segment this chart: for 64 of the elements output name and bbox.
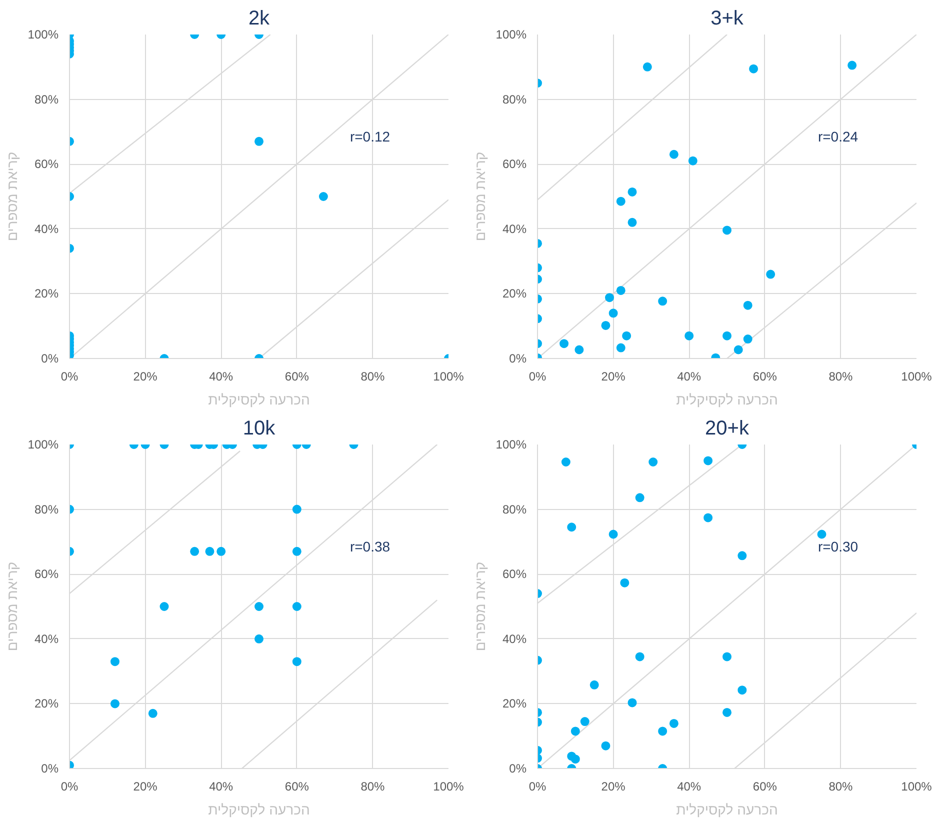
x-tick-label: 40% [677,780,702,794]
x-tick-label: 40% [677,370,702,384]
y-tick-label: 80% [34,92,59,106]
y-tick-label: 80% [502,502,527,516]
annotation: r=0.38 [350,538,390,555]
x-tick-label: 100% [433,780,464,794]
y-tick-label: 100% [28,28,59,42]
x-tick-label: 80% [828,780,854,794]
x-tick-label: 100% [901,780,932,794]
x-tick-label: 0% [60,370,78,384]
y-tick-label: 60% [34,157,59,172]
y-tick-label: 100% [496,28,527,42]
chart-title: 10k [242,418,276,440]
x-tick-label: 20% [601,780,626,794]
x-axis-title: הכרעה לקסיקלית [676,392,778,408]
y-tick-label: 80% [34,502,59,516]
x-tick-label: 100% [901,370,932,384]
y-tick-label: 80% [502,92,527,106]
y-tick-label: 40% [502,222,527,236]
x-tick-label: 20% [601,370,626,384]
chart-title: 20+k [705,418,750,440]
y-tick-label: 40% [502,632,527,646]
x-tick-label: 80% [360,370,386,384]
y-tick-label: 60% [34,567,59,582]
y-tick-label: 20% [502,696,527,711]
y-tick-label: 0% [41,762,59,776]
y-tick-label: 20% [34,696,59,711]
x-axis-title: הכרעה לקסיקלית [208,802,310,818]
y-axis-title: קריאת מספרים [4,152,20,242]
x-tick-label: 20% [133,780,158,794]
x-axis-title: הכרעה לקסיקלית [208,392,310,408]
x-tick-label: 80% [360,780,386,794]
annotation: r=0.24 [818,128,858,145]
x-tick-label: 60% [284,370,310,384]
annotation: r=0.30 [818,538,858,555]
y-tick-label: 40% [34,222,59,236]
chart-title: 3+k [710,8,744,30]
y-axis-title: קריאת מספרים [472,152,488,242]
x-tick-label: 80% [828,370,854,384]
x-tick-label: 20% [133,370,158,384]
y-tick-label: 0% [509,762,527,776]
y-tick-label: 60% [502,567,527,582]
x-tick-label: 0% [60,780,78,794]
annotation: r=0.12 [350,128,390,145]
y-tick-label: 100% [496,438,527,452]
x-tick-label: 0% [528,370,546,384]
y-tick-label: 100% [28,438,59,452]
x-tick-label: 40% [209,370,234,384]
y-tick-label: 60% [502,157,527,172]
y-tick-label: 20% [502,286,527,301]
x-tick-label: 60% [752,780,778,794]
x-tick-label: 60% [284,780,310,794]
y-axis-title: קריאת מספרים [4,562,20,652]
x-tick-label: 100% [433,370,464,384]
x-tick-label: 40% [209,780,234,794]
x-tick-label: 60% [752,370,778,384]
x-axis-title: הכרעה לקסיקלית [676,802,778,818]
y-tick-label: 40% [34,632,59,646]
y-axis-title: קריאת מספרים [472,562,488,652]
y-tick-label: 20% [34,286,59,301]
x-tick-label: 0% [528,780,546,794]
chart-title: 2k [248,8,271,30]
y-tick-label: 0% [509,352,527,366]
y-tick-label: 0% [41,352,59,366]
